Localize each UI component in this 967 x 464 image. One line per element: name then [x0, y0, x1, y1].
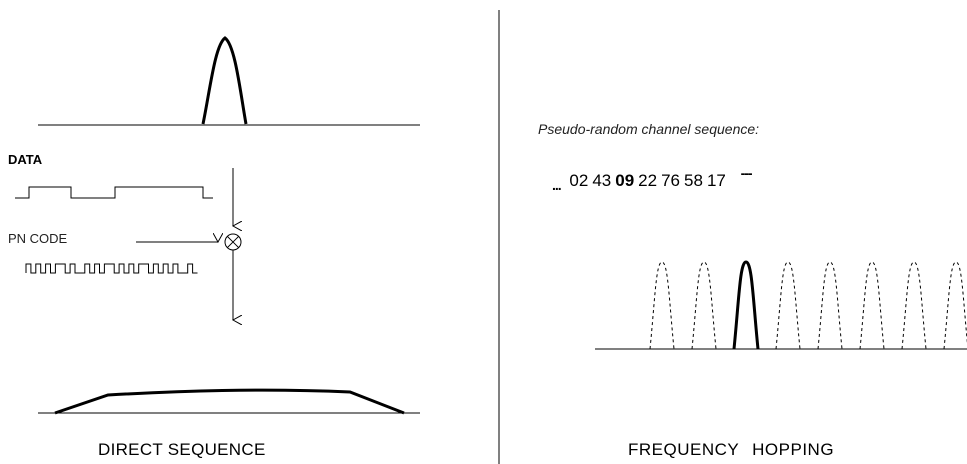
fh-channel-peak — [943, 261, 967, 350]
frequency-hopping-caption: FREQUENCY HOPPING — [628, 440, 835, 459]
ds-narrowband-peak — [201, 36, 248, 125]
pn-code-label: PN CODE — [8, 231, 68, 246]
ds-spread-spectrum — [54, 388, 405, 415]
channel-number: 09 — [615, 171, 635, 190]
fh-channel-peak — [775, 261, 801, 350]
channel-number: 58 — [684, 171, 703, 190]
channel-sequence: ... 02 43 09 22 76 58 17 --- — [552, 165, 756, 193]
sequence-trail-dots: --- — [740, 165, 753, 181]
channel-list: 02 43 09 22 76 58 17 — [569, 171, 729, 190]
pn-code-waveform — [25, 263, 198, 274]
channel-number: 17 — [706, 171, 726, 190]
fh-active-peak — [732, 260, 760, 350]
channel-number: 43 — [592, 171, 612, 190]
fh-channel-peak — [691, 261, 717, 350]
fh-channel-peak — [817, 261, 843, 350]
sequence-title: Pseudo-random channel sequence: — [538, 121, 760, 137]
fh-channel-peak — [901, 261, 927, 350]
direct-sequence-caption: DIRECT SEQUENCE — [98, 440, 266, 459]
mixer-icon — [224, 233, 242, 251]
data-waveform — [15, 186, 213, 199]
sequence-lead-dots: ... — [552, 177, 562, 193]
channel-number: 02 — [569, 171, 589, 190]
channel-number: 22 — [638, 171, 658, 190]
channel-number: 76 — [661, 171, 681, 190]
data-label: DATA — [8, 152, 43, 167]
fh-channel-peak — [649, 261, 675, 350]
fh-channel-peak — [859, 261, 885, 350]
